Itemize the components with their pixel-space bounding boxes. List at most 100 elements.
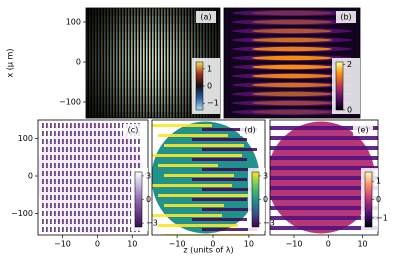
dash: [42, 211, 44, 216]
stripe: [134, 8, 136, 16]
stripe: [95, 88, 97, 96]
stripe: [119, 8, 121, 16]
stripe: [173, 112, 175, 118]
stripe: [119, 88, 121, 96]
stripe: [218, 8, 220, 16]
stripe: [128, 72, 130, 80]
dash: [122, 171, 124, 176]
stripe: [218, 16, 220, 24]
dash: [102, 139, 104, 144]
stripe: [116, 112, 118, 118]
stripe: [107, 88, 109, 96]
stripe: [185, 104, 187, 112]
dash: [86, 147, 88, 152]
dash: [98, 203, 100, 208]
stripe: [164, 56, 166, 64]
stripe: [203, 112, 205, 118]
dash: [98, 123, 100, 128]
dash: [106, 203, 108, 208]
stripe: [170, 104, 172, 112]
stripe: [116, 48, 118, 56]
dash: [90, 163, 92, 168]
streak: [202, 208, 257, 211]
stripe: [179, 56, 181, 64]
dash: [82, 139, 84, 144]
stripe: [98, 104, 100, 112]
dash: [62, 163, 64, 168]
stripe: [176, 32, 178, 40]
stripe: [152, 16, 154, 24]
stripe: [203, 32, 205, 40]
stripe: [92, 64, 94, 72]
stripe: [137, 8, 139, 16]
stripe: [170, 48, 172, 56]
stripe: [179, 88, 181, 96]
dash: [66, 211, 68, 216]
dash: [42, 155, 44, 160]
dash: [98, 187, 100, 192]
stripe: [185, 112, 187, 118]
x-axis-label: z (units of λ): [183, 246, 233, 255]
dash: [62, 203, 64, 208]
stripe: [215, 40, 217, 48]
stripe: [98, 96, 100, 104]
dash: [106, 187, 108, 192]
stripe: [95, 56, 97, 64]
dash: [50, 147, 52, 152]
stripe: [101, 104, 103, 112]
stripe: [152, 56, 154, 64]
stripe: [98, 32, 100, 40]
dash: [102, 179, 104, 184]
dash: [54, 163, 56, 168]
dash: [62, 211, 64, 216]
stripe: [140, 96, 142, 104]
stripe: [119, 24, 121, 32]
dash: [122, 131, 124, 136]
stripe: [110, 16, 112, 24]
stripe: [119, 64, 121, 72]
dash: [130, 203, 132, 208]
stripe: [179, 16, 181, 24]
colorbar: [251, 171, 260, 228]
dash: [126, 203, 128, 208]
stripe: [86, 16, 88, 24]
stripe: [122, 80, 124, 88]
dash: [110, 211, 112, 216]
dash: [90, 123, 92, 128]
dash: [70, 139, 72, 144]
band: [252, 37, 332, 43]
stripe: [209, 24, 211, 32]
stripe: [149, 72, 151, 80]
dash: [90, 227, 92, 232]
dash: [46, 155, 48, 160]
stripe: [152, 96, 154, 104]
stripe: [212, 24, 214, 32]
label-box: [123, 124, 143, 136]
stripe: [134, 104, 136, 112]
streak: [192, 218, 247, 221]
y-tick-label: −100: [59, 98, 81, 107]
stripe: [128, 24, 130, 32]
dash: [106, 131, 108, 136]
dash: [78, 147, 80, 152]
stripe: [149, 96, 151, 104]
dash: [86, 203, 88, 208]
stripe: [158, 104, 160, 112]
stripe: [89, 32, 91, 40]
stripe: [128, 104, 130, 112]
stripe: [158, 48, 160, 56]
stripe: [149, 104, 151, 112]
stripe: [113, 64, 115, 72]
stripe: [158, 88, 160, 96]
dash: [122, 179, 124, 184]
stripe: [98, 8, 100, 16]
stripe: [137, 104, 139, 112]
stripe: [206, 32, 208, 40]
streak: [192, 158, 247, 161]
stripe: [101, 32, 103, 40]
stripe: [125, 40, 127, 48]
stripe: [125, 72, 127, 80]
stripe: [143, 96, 145, 104]
stripe: [89, 48, 91, 56]
stripe: [116, 80, 118, 88]
